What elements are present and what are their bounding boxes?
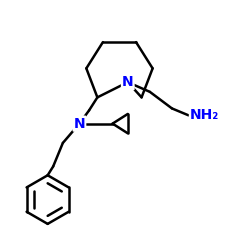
Text: N: N	[122, 75, 134, 89]
Text: N: N	[74, 116, 85, 130]
Text: NH₂: NH₂	[190, 108, 219, 122]
